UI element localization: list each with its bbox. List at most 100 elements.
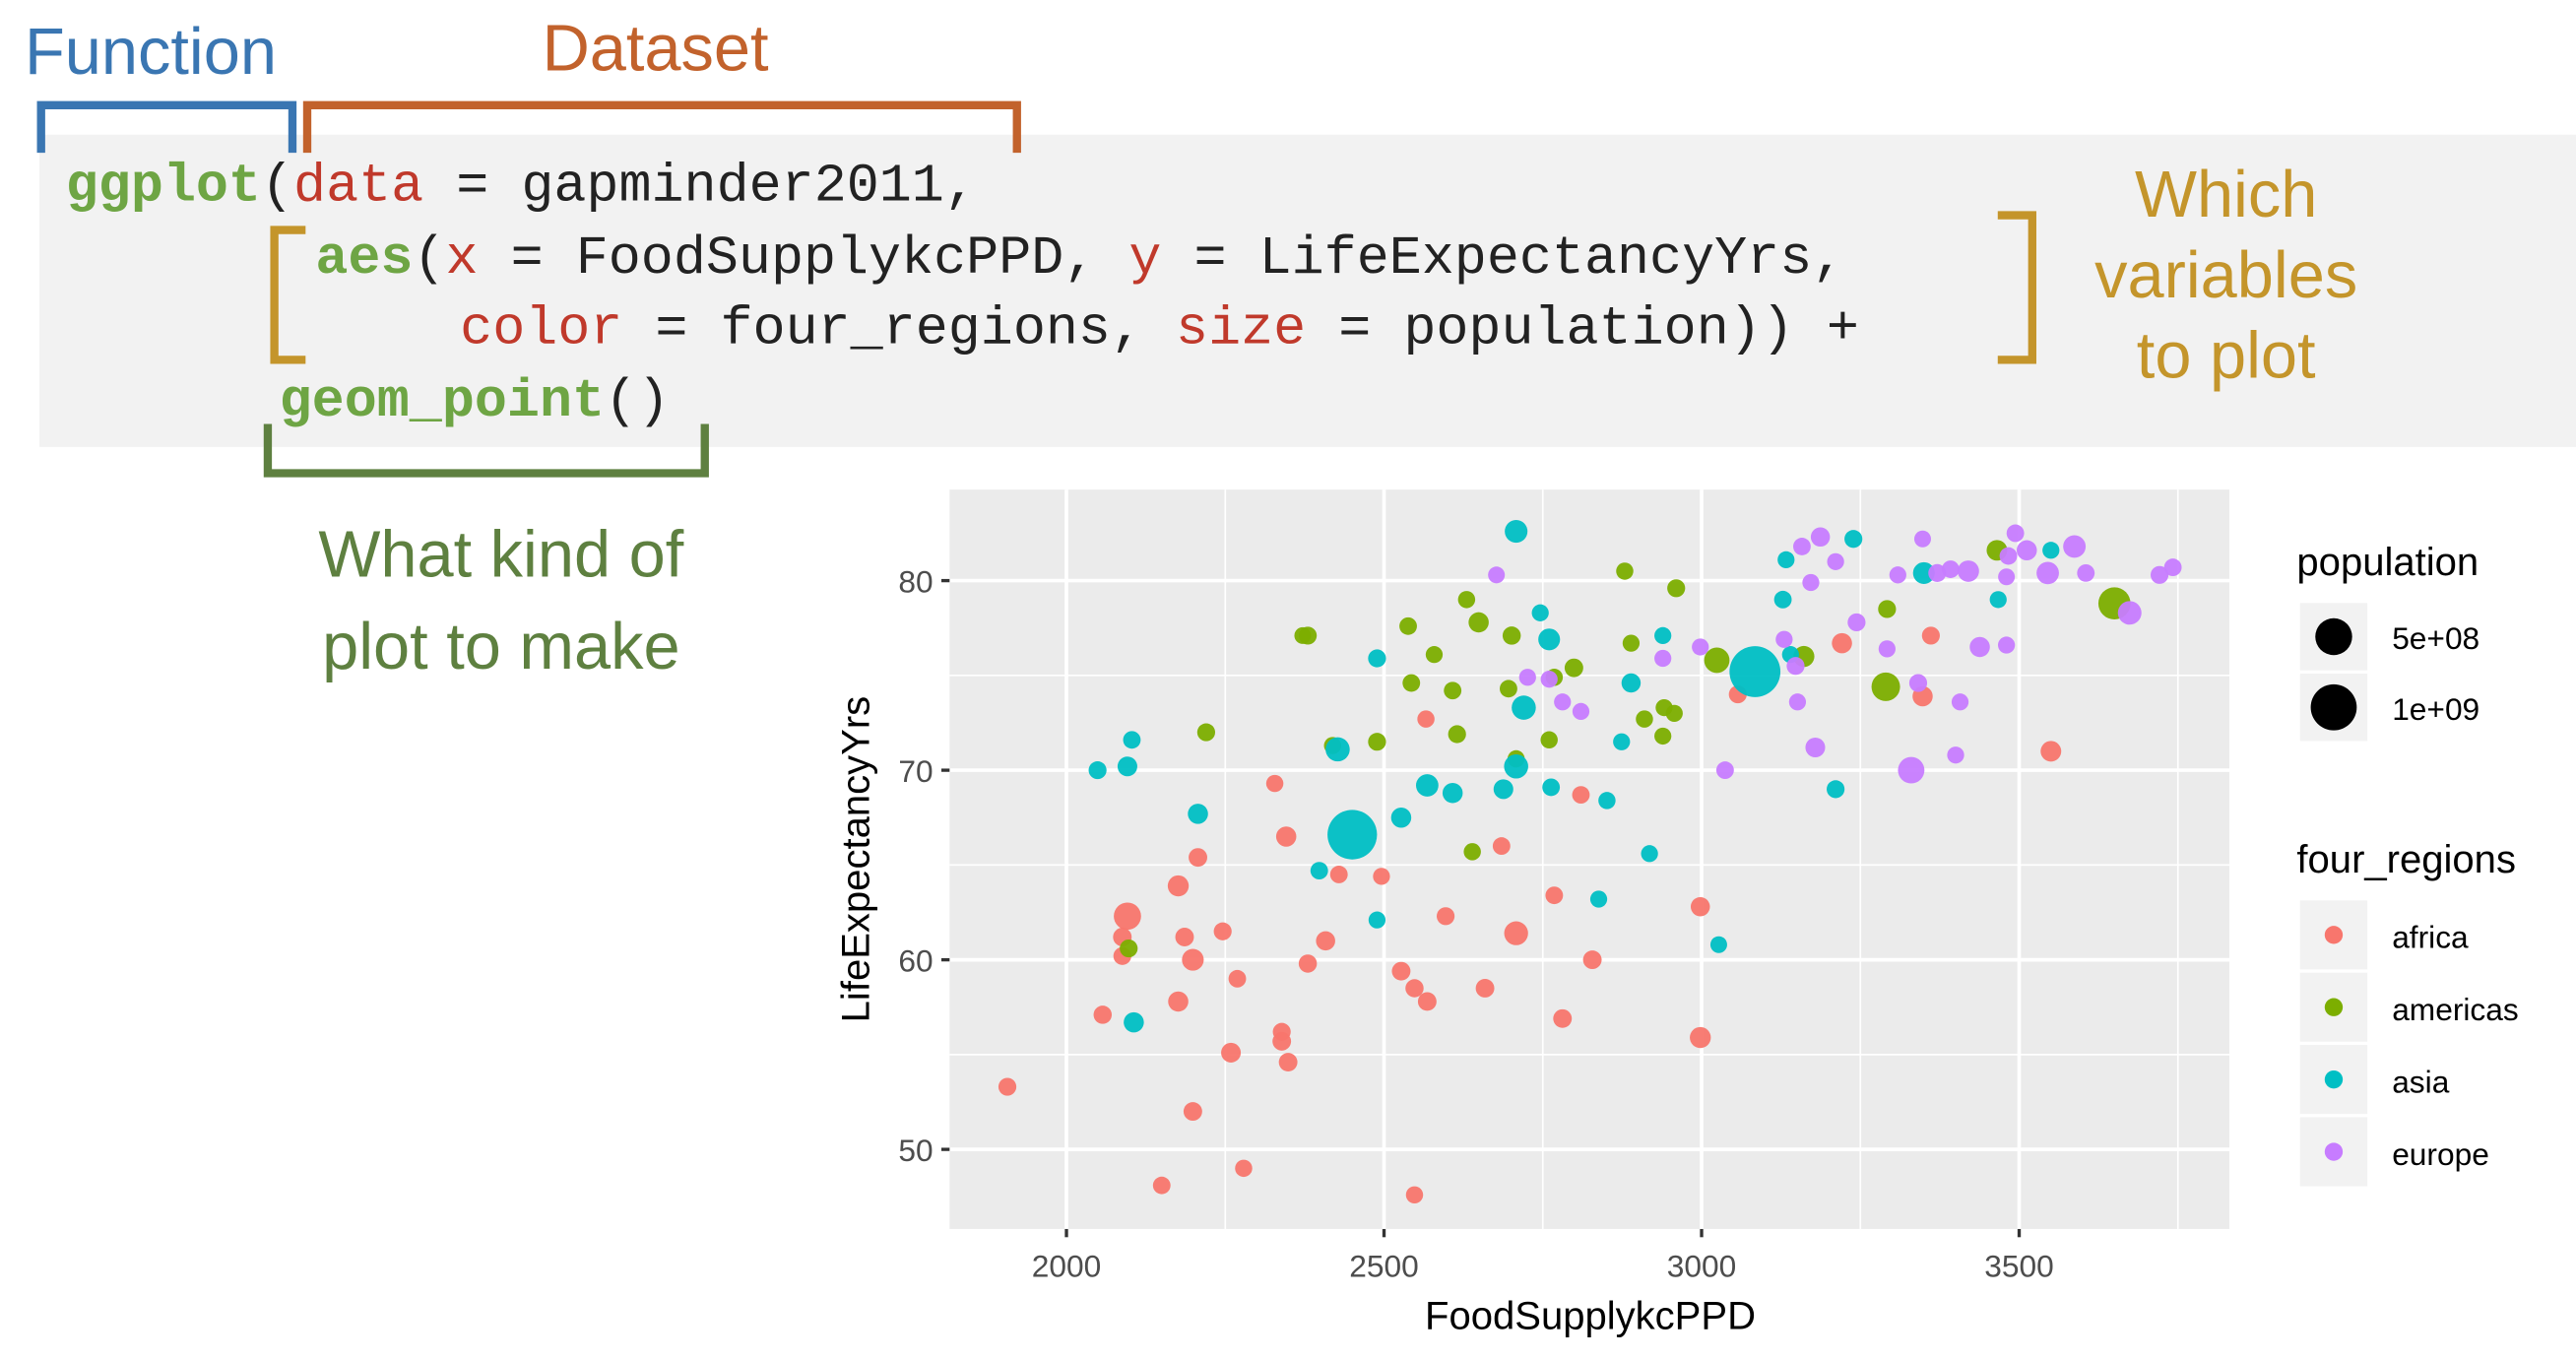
point-asia xyxy=(1654,626,1672,645)
point-asia xyxy=(1325,737,1350,762)
geom-label: What kind of plot to make xyxy=(263,509,740,693)
code-block xyxy=(39,134,2576,447)
point-asia xyxy=(1493,779,1513,800)
point-asia xyxy=(1989,591,2007,609)
code-function-name: ggplot xyxy=(65,156,261,218)
color-legend-label: asia xyxy=(2392,1064,2450,1099)
point-asia xyxy=(1598,792,1616,810)
y-tick-label: 70 xyxy=(898,753,933,789)
point-africa xyxy=(1168,991,1189,1012)
function-bracket xyxy=(36,100,297,154)
point-asia xyxy=(1368,649,1386,668)
point-americas xyxy=(1402,674,1421,692)
point-africa xyxy=(1582,950,1602,970)
point-asia xyxy=(1310,862,1328,880)
variables-label: Which variables to plot xyxy=(2062,156,2391,397)
point-africa xyxy=(1275,826,1297,847)
point-europe xyxy=(2163,558,2182,577)
point-europe xyxy=(1488,566,1506,584)
point-asia xyxy=(1827,780,1845,799)
color-legend-label: africa xyxy=(2392,920,2469,955)
point-americas xyxy=(1463,843,1481,861)
point-europe xyxy=(1654,649,1672,668)
code-argument-name: data xyxy=(293,156,424,218)
point-asia xyxy=(1117,756,1137,777)
point-europe xyxy=(1928,563,1947,582)
point-americas xyxy=(1468,612,1489,633)
variables-label-line: Which xyxy=(2134,159,2318,232)
code-text: ( xyxy=(260,156,294,218)
point-africa xyxy=(1228,969,1247,988)
point-asia xyxy=(1621,673,1642,693)
point-asia xyxy=(1777,551,1795,569)
point-africa xyxy=(1545,886,1564,905)
point-asia xyxy=(1504,753,1528,779)
point-africa xyxy=(1189,848,1207,868)
point-europe xyxy=(1898,756,1925,784)
point-africa xyxy=(1167,875,1190,897)
point-americas xyxy=(1444,681,1462,700)
point-americas xyxy=(1399,616,1417,635)
point-africa xyxy=(1278,1053,1298,1072)
point-africa xyxy=(1221,1042,1242,1063)
point-europe xyxy=(1810,527,1831,548)
series-asia xyxy=(1088,519,2060,1033)
point-europe xyxy=(1997,636,2016,654)
dataset-label: Dataset xyxy=(542,13,769,86)
point-asia xyxy=(1088,761,1107,780)
variables-bracket-right xyxy=(1997,211,2036,364)
x-axis-title: FoodSupplykcPPD xyxy=(1425,1295,1756,1338)
code-text: ( xyxy=(413,227,446,290)
point-americas xyxy=(1500,680,1517,698)
color-legend-dot-americas xyxy=(2324,998,2344,1016)
y-axis-title: LifeExpectancyYrs xyxy=(835,696,878,1023)
code-text: = FoodSupplykcPPD, xyxy=(478,227,1129,290)
point-europe xyxy=(1802,573,1820,592)
variables-label-line: to plot xyxy=(2136,320,2316,393)
code-text: = four_regions, xyxy=(622,298,1177,360)
color-legend-label: americas xyxy=(2392,992,2519,1027)
point-asia xyxy=(1542,778,1561,797)
point-africa xyxy=(1213,922,1232,940)
point-europe xyxy=(1951,693,1969,711)
point-asia xyxy=(1505,519,1528,544)
point-africa xyxy=(1436,907,1455,926)
x-tick-label: 3500 xyxy=(1984,1248,2054,1283)
point-africa xyxy=(1553,1008,1573,1028)
point-americas xyxy=(1878,600,1897,618)
point-africa xyxy=(1417,710,1435,728)
point-africa xyxy=(1391,961,1411,981)
x-tick-label: 2500 xyxy=(1349,1248,1418,1283)
x-tick-label: 3000 xyxy=(1667,1248,1737,1283)
point-africa xyxy=(1265,774,1284,793)
point-europe xyxy=(2063,535,2087,558)
point-europe xyxy=(1805,737,1826,758)
size-legend-title: population xyxy=(2296,541,2479,584)
point-europe xyxy=(1788,693,1807,711)
point-americas xyxy=(1448,725,1466,744)
code-text: = gapminder2011, xyxy=(423,156,977,218)
point-africa xyxy=(1405,1186,1424,1204)
point-africa xyxy=(1492,837,1511,856)
code-text: = population)) + xyxy=(1306,298,1859,360)
point-africa xyxy=(1417,992,1437,1011)
point-asia xyxy=(1844,530,1863,549)
point-asia xyxy=(1124,1011,1144,1033)
code-line-geom-point: geom_point() xyxy=(280,374,671,428)
point-americas xyxy=(1457,591,1476,609)
point-europe xyxy=(1998,568,2016,586)
point-americas xyxy=(1636,710,1653,728)
point-africa xyxy=(1182,948,1204,971)
point-africa xyxy=(1921,626,1940,645)
point-asia xyxy=(1531,604,1549,621)
point-africa xyxy=(1329,866,1348,883)
x-tick-label: 2000 xyxy=(1032,1248,1102,1283)
point-asia xyxy=(1123,731,1141,749)
point-europe xyxy=(1554,693,1572,711)
geom-bracket xyxy=(263,423,709,478)
point-americas xyxy=(1540,731,1558,749)
color-legend-title: four_regions xyxy=(2296,838,2516,881)
point-americas xyxy=(1368,733,1386,751)
